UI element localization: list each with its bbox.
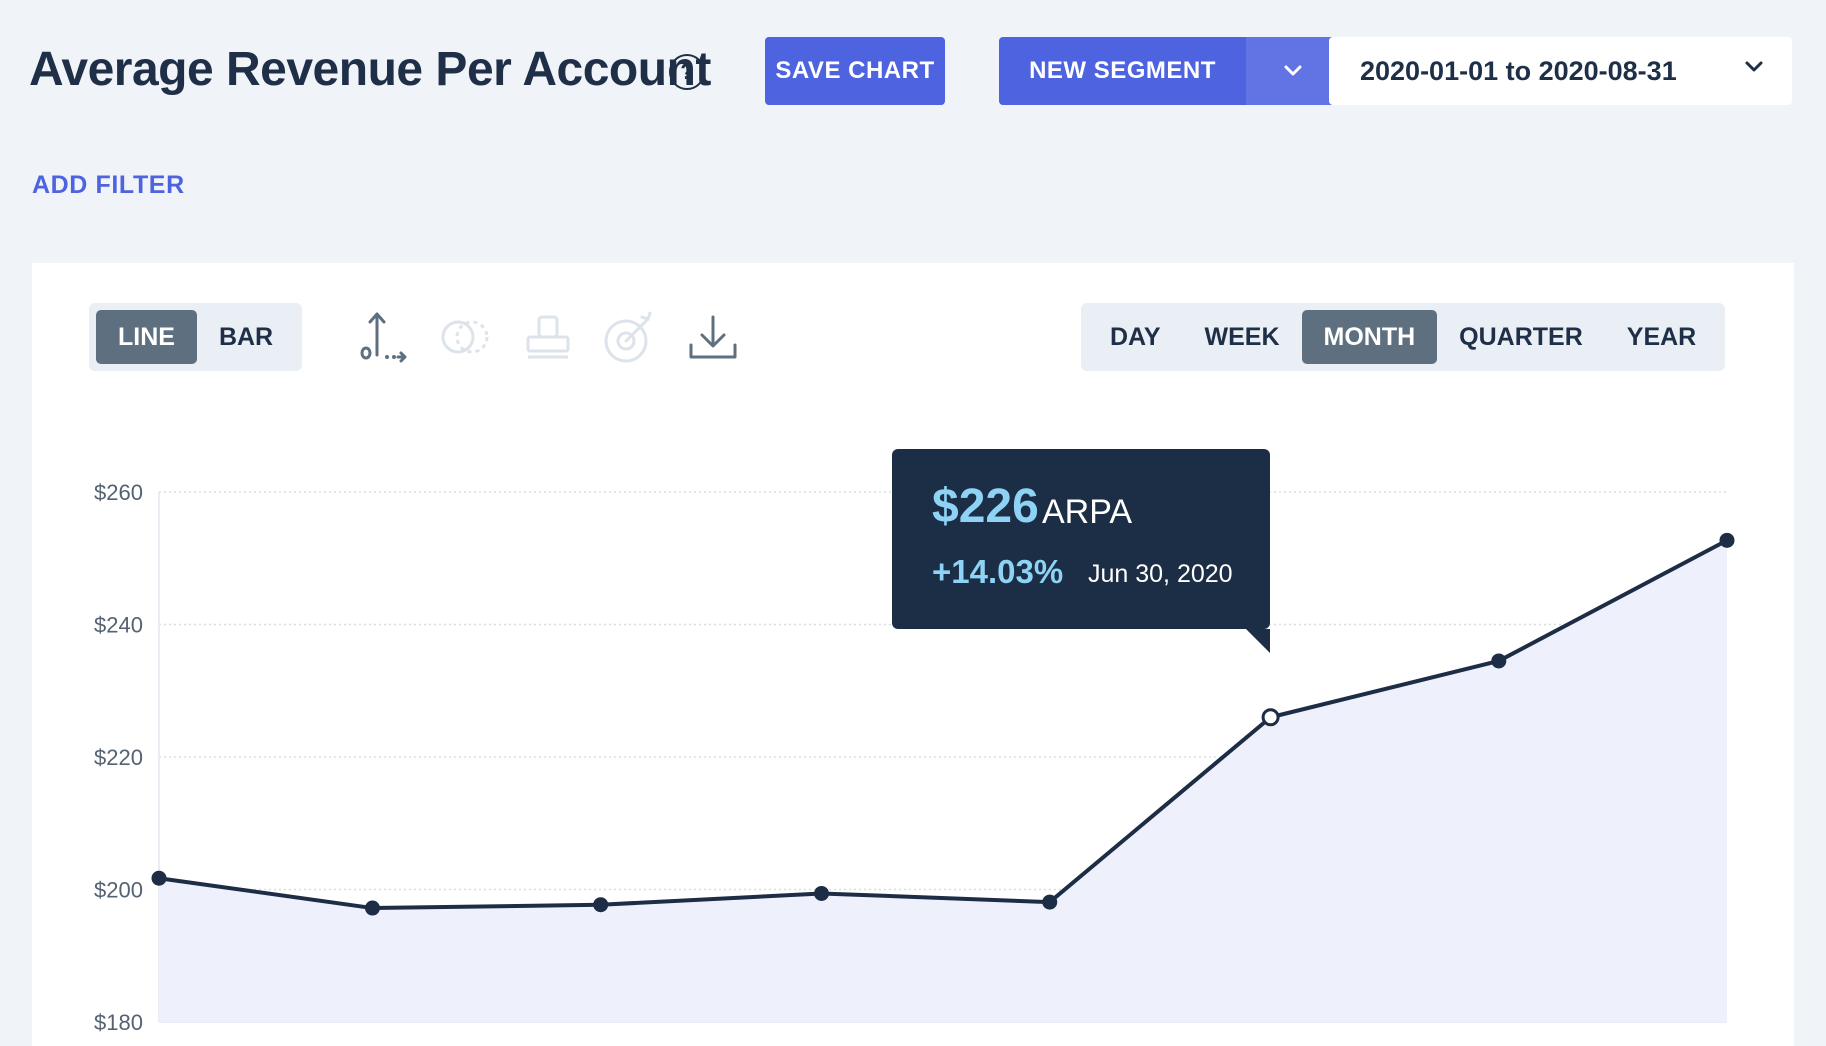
data-point [814, 885, 830, 901]
data-point [593, 897, 609, 913]
new-segment-button[interactable]: NEW SEGMENT [999, 37, 1246, 105]
chart-type-bar[interactable]: BAR [218, 322, 274, 351]
y-tick-label: $200 [94, 878, 143, 903]
chart-panel: LINE BAR [32, 263, 1794, 1046]
highlighted-data-point [1261, 708, 1280, 727]
data-point [1719, 532, 1735, 548]
tooltip-date: Jun 30, 2020 [1088, 560, 1233, 588]
period-quarter[interactable]: QUARTER [1459, 322, 1583, 351]
y-tick-label: $260 [94, 480, 143, 505]
data-point [364, 900, 380, 916]
y-tick-label: $180 [94, 1010, 143, 1035]
chart-type-toggle: LINE BAR [89, 303, 303, 371]
data-point [1491, 653, 1507, 669]
data-point [151, 870, 167, 886]
chevron-down-icon [1284, 65, 1301, 76]
chart-header: Average Revenue Per Account ? SAVE CHART… [29, 36, 1799, 106]
data-point [1042, 894, 1058, 910]
page-title: Average Revenue Per Account [29, 43, 711, 96]
tooltip-metric: ARPA [1042, 493, 1133, 531]
period-week[interactable]: WEEK [1204, 322, 1280, 351]
new-segment-dropdown-button[interactable] [1246, 37, 1339, 105]
question-circle-icon[interactable]: ? [669, 54, 705, 90]
tooltip-change: +14.03% [932, 553, 1064, 590]
axis-icon[interactable] [356, 309, 412, 365]
series-line [158, 538, 1728, 911]
chart-type-line[interactable]: LINE [96, 310, 197, 364]
download-icon[interactable] [685, 309, 741, 365]
tooltip-value: $226 [932, 480, 1039, 533]
period-year[interactable]: YEAR [1626, 322, 1697, 351]
chevron-down-icon [1745, 61, 1763, 72]
add-filter-link[interactable]: ADD FILTER [32, 171, 185, 199]
period-month[interactable]: MONTH [1301, 310, 1438, 364]
save-chart-button[interactable]: SAVE CHART [765, 37, 945, 105]
date-range-picker[interactable]: 2020-01-01 to 2020-08-31 [1329, 37, 1792, 105]
y-tick-label: $240 [94, 613, 143, 638]
chart-tooltip: $226 ARPA +14.03% Jun 30, 2020 [892, 449, 1270, 653]
period-day[interactable]: DAY [1110, 322, 1161, 351]
date-range-value: 2020-01-01 to 2020-08-31 [1360, 55, 1677, 86]
compare-circles-icon[interactable] [437, 309, 493, 365]
period-toggle: DAY WEEK MONTH QUARTER YEAR [1081, 303, 1726, 371]
y-tick-label: $220 [94, 745, 143, 770]
stamp-icon[interactable] [520, 309, 576, 365]
target-icon[interactable] [602, 309, 658, 365]
area-fill [159, 540, 1727, 1022]
